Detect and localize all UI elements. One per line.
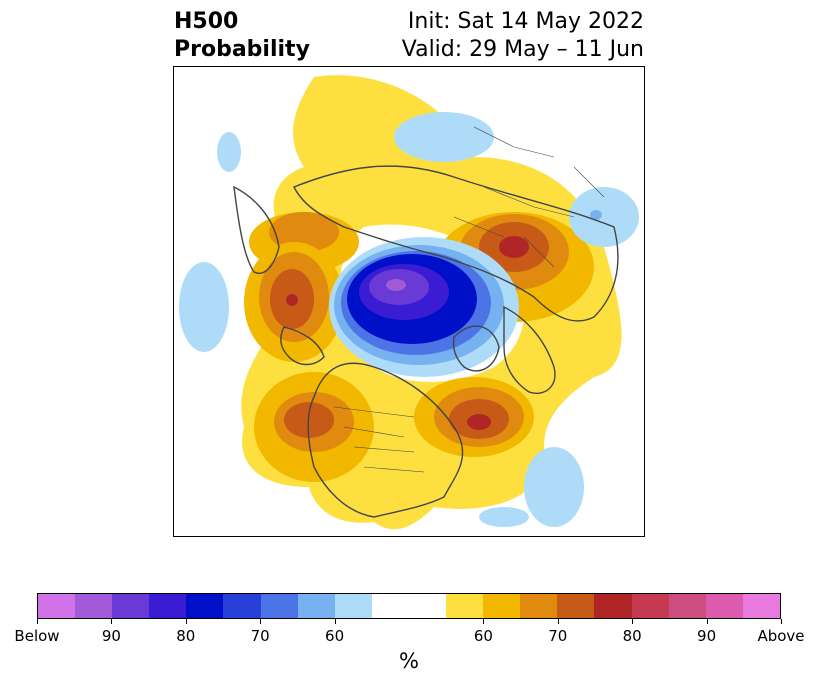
colorbar-tick-label: 90 xyxy=(101,627,121,645)
coast-europe xyxy=(503,305,556,394)
below-light-asia xyxy=(569,187,639,247)
colorbar-tick xyxy=(260,619,262,624)
colorbar-tick xyxy=(37,619,38,624)
above-red-europe xyxy=(499,236,529,258)
colorbar-swatch xyxy=(483,594,521,618)
colorbar-swatch xyxy=(186,594,224,618)
colorbar-swatch xyxy=(223,594,261,618)
valid-range: Valid: 29 May – 11 Jun xyxy=(401,37,644,62)
colorbar-swatch xyxy=(594,594,632,618)
probability-map xyxy=(179,75,639,530)
above-orange-siberia xyxy=(269,212,339,252)
colorbar-swatch xyxy=(668,594,706,618)
colorbar-swatch xyxy=(371,594,409,618)
colorbar-tick-label: Below xyxy=(14,627,60,645)
country-borders xyxy=(333,126,605,473)
colorbar-swatch xyxy=(260,594,298,618)
colorbar-swatch xyxy=(75,594,113,618)
colorbar-swatch xyxy=(112,594,150,618)
map-dates: Init: Sat 14 May 2022 Valid: 29 May – 11… xyxy=(402,8,644,64)
colorbar-tick xyxy=(334,619,336,624)
colorbar-tick-label: 80 xyxy=(622,627,642,645)
below-light-arctic-ne xyxy=(394,112,494,162)
coast-alaska xyxy=(280,326,325,366)
colorbar-swatch xyxy=(520,594,558,618)
colorbar-tick xyxy=(557,619,559,624)
colorbar-tick-label: 70 xyxy=(548,627,568,645)
colorbar-units: % xyxy=(399,649,419,673)
colorbar-tick-label: Above xyxy=(757,627,805,645)
colorbar-tick-label: 80 xyxy=(176,627,196,645)
colorbar-tick-label: 60 xyxy=(325,627,345,645)
colorbar-tick-label: 90 xyxy=(697,627,717,645)
colorbar-swatch xyxy=(446,594,484,618)
above-red-pacific xyxy=(286,294,298,306)
colorbar-swatch xyxy=(557,594,595,618)
probability-colorbar xyxy=(37,593,781,619)
below-light-pacific-west xyxy=(179,262,229,352)
below-light-atlantic xyxy=(524,447,584,527)
colorbar-swatch xyxy=(149,594,187,618)
colorbar-swatch xyxy=(705,594,743,618)
colorbar-swatch xyxy=(38,594,76,618)
colorbar-swatch xyxy=(742,594,780,618)
above-red-atlantic xyxy=(467,414,491,430)
below-light-west xyxy=(217,132,241,172)
colorbar-tick xyxy=(185,619,187,624)
colorbar-tick xyxy=(111,619,113,624)
map-title: H500 Probability xyxy=(174,8,310,64)
title-variable: H500 xyxy=(174,9,239,34)
below-light-south xyxy=(479,507,529,527)
coast-north-america xyxy=(307,362,464,518)
colorbar-tick xyxy=(781,619,782,624)
colorbar-swatch xyxy=(408,594,447,618)
below-normal-anomalies xyxy=(179,112,639,527)
coast-greenland xyxy=(452,325,500,372)
coast-eurasia xyxy=(293,165,619,322)
below-mid-asia xyxy=(590,210,602,220)
colorbar-swatch xyxy=(334,594,372,618)
colorbar-tick xyxy=(706,619,708,624)
colorbar-swatch xyxy=(297,594,335,618)
colorbar-tick xyxy=(483,619,485,624)
below-center-polar xyxy=(386,279,406,291)
coast-asia-east xyxy=(233,185,280,274)
colorbar-tick-label: 70 xyxy=(250,627,270,645)
map-panel xyxy=(173,66,645,537)
init-date: Init: Sat 14 May 2022 xyxy=(407,9,644,34)
colorbar-tick-label: 60 xyxy=(473,627,493,645)
title-product: Probability xyxy=(174,37,310,62)
colorbar-swatch xyxy=(631,594,669,618)
colorbar-tick xyxy=(632,619,634,624)
coastlines xyxy=(233,126,619,518)
